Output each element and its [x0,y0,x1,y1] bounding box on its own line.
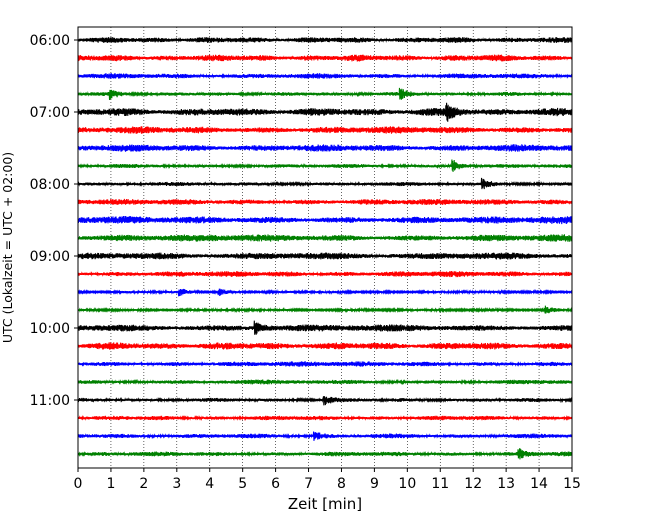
x-tick-label: 0 [74,476,83,492]
y-tick-label: 10:00 [30,321,70,337]
y-tick-label: 06:00 [30,33,70,49]
y-tick-label: 07:00 [30,105,70,121]
x-tick-label: 9 [370,476,379,492]
x-tick-label: 1 [106,476,115,492]
x-axis: 0 1 2 3 4 5 6 7 8 9 10 11 12 13 14 15 [74,468,581,492]
x-tick-label: 6 [271,476,280,492]
trace-1045 [77,378,573,385]
trace-0600 [77,36,573,44]
x-tick-label: 2 [139,476,148,492]
x-tick-label: 12 [464,476,482,492]
y-tick-label: 09:00 [30,249,70,265]
trace-1100 [77,395,573,406]
trace-0930 [77,288,573,297]
trace-1030 [77,360,573,367]
y-axis-label: UTC (Lokalzeit = UTC + 02:00) [0,152,15,343]
x-axis-label: Zeit [min] [288,495,362,513]
trace-0700 [77,102,573,122]
trace-1130 [77,431,573,441]
trace-1000 [77,320,573,335]
trace-1145 [77,448,573,460]
x-tick-label: 5 [238,476,247,492]
trace-0815 [77,198,573,206]
trace-0845 [77,234,573,242]
trace-0915 [77,271,573,278]
x-tick-label: 3 [172,476,181,492]
y-axis: 06:00 07:00 08:00 09:00 10:00 11:00 [30,33,78,409]
trace-0730 [77,144,573,152]
x-tick-label: 14 [530,476,548,492]
trace-0900 [77,252,573,260]
x-tick-label: 13 [497,476,515,492]
trace-0745 [77,159,573,172]
x-tick-label: 7 [304,476,313,492]
x-tick-label: 15 [563,476,581,492]
x-tick-label: 10 [398,476,416,492]
trace-0715 [77,126,573,134]
trace-0630 [77,73,573,79]
x-tick-label: 4 [205,476,214,492]
seismic-traces [77,36,573,460]
plot-frame [77,26,573,469]
x-tick-label: 11 [431,476,449,492]
y-tick-label: 08:00 [30,177,70,193]
trace-0945 [77,305,573,314]
trace-0645 [77,87,573,100]
trace-0830 [77,215,573,225]
x-tick-label: 8 [337,476,346,492]
trace-0615 [77,54,573,62]
y-tick-label: 11:00 [30,393,70,409]
trace-1015 [77,342,573,350]
trace-1115 [77,415,573,421]
trace-0800 [77,177,573,190]
